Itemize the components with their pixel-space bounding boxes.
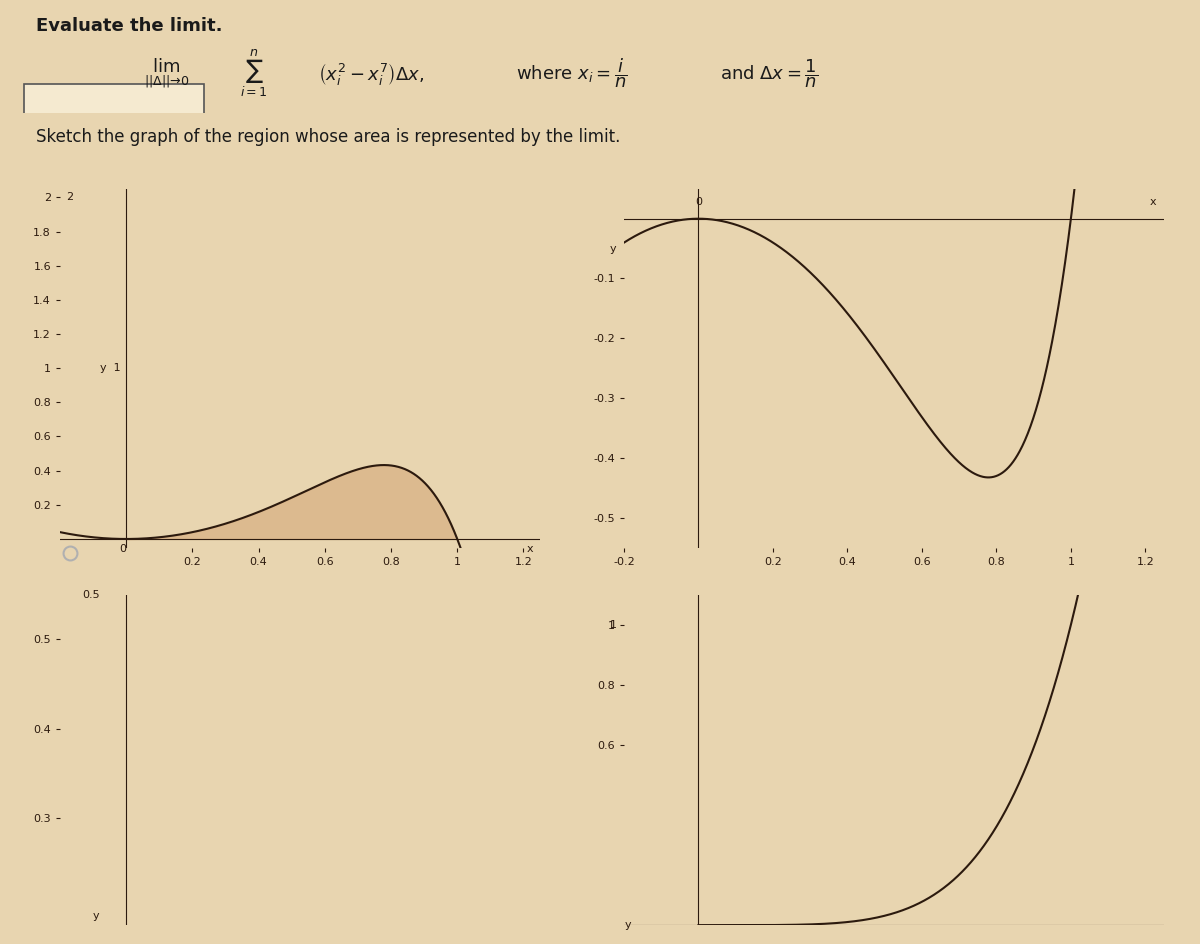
Text: 2: 2 [67, 193, 73, 202]
Text: $\sum_{i=1}^{n}$: $\sum_{i=1}^{n}$ [240, 48, 268, 99]
Text: x: x [1150, 196, 1156, 207]
Text: y  1: y 1 [100, 363, 120, 373]
Text: $\lim_{||\Delta||\to 0}$: $\lim_{||\Delta||\to 0}$ [144, 57, 190, 91]
Text: y: y [625, 920, 631, 930]
Text: $\left(x_i^2 - x_i^7\right)\Delta x,$: $\left(x_i^2 - x_i^7\right)\Delta x,$ [318, 60, 425, 87]
Text: 0: 0 [695, 196, 702, 207]
Text: 1: 1 [610, 620, 617, 630]
Text: y: y [94, 911, 100, 921]
Text: 0.5: 0.5 [82, 590, 100, 599]
Text: Sketch the graph of the region whose area is represented by the limit.: Sketch the graph of the region whose are… [36, 128, 620, 146]
Text: 0: 0 [119, 544, 126, 554]
Text: x: x [527, 544, 533, 554]
Text: y: y [610, 244, 617, 254]
Text: and $\Delta x = \dfrac{1}{n}$: and $\Delta x = \dfrac{1}{n}$ [720, 58, 818, 90]
Text: Evaluate the limit.: Evaluate the limit. [36, 17, 222, 35]
Text: where $x_i = \dfrac{i}{n}$: where $x_i = \dfrac{i}{n}$ [516, 57, 628, 91]
FancyBboxPatch shape [24, 84, 204, 114]
